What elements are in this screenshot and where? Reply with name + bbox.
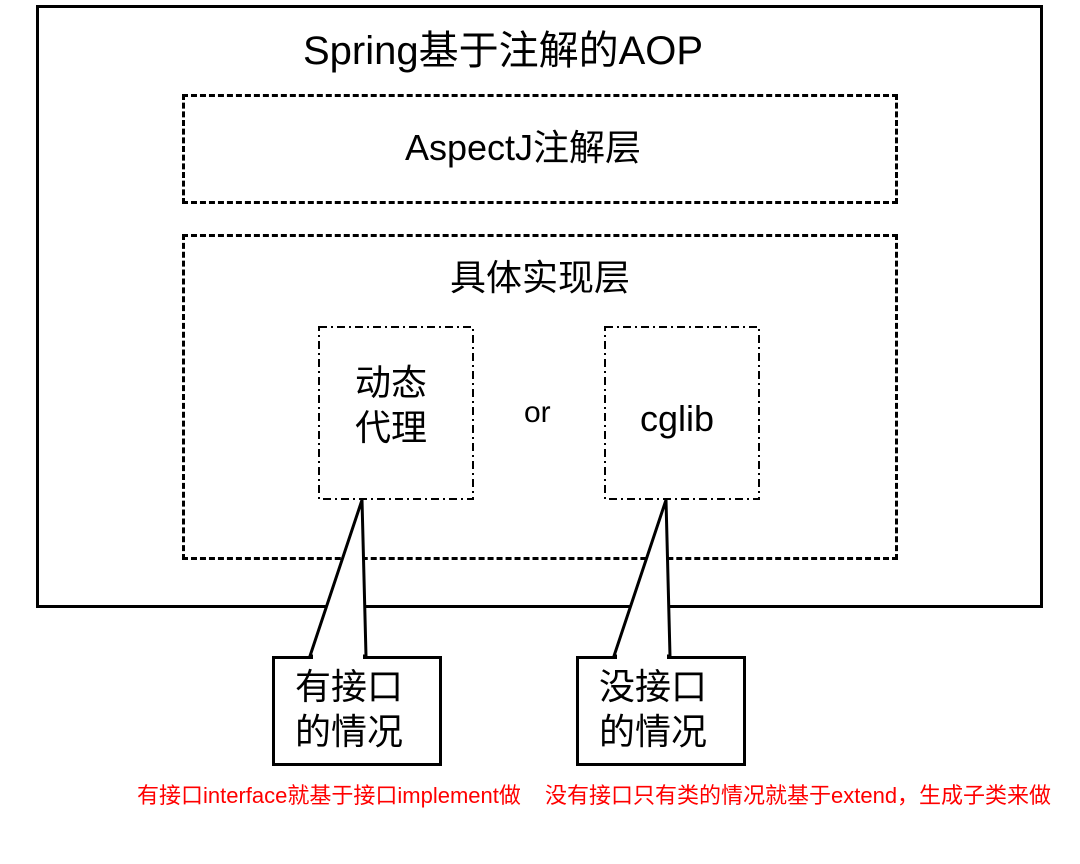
or-label: or (524, 396, 551, 430)
callout-left-label: 有接口 的情况 (295, 664, 403, 754)
cglib-label: cglib (640, 396, 714, 441)
red-note-right: 没有接口只有类的情况就基于extend，生成子类来做 (545, 778, 1051, 810)
aspectj-layer-label: AspectJ注解层 (405, 125, 641, 170)
dynamic-proxy-label: 动态 代理 (355, 360, 427, 450)
callout-left-border-mask (313, 656, 363, 659)
red-note-left: 有接口interface就基于接口implement做 (137, 778, 521, 810)
callout-right-label: 没接口 的情况 (599, 664, 707, 754)
callout-right-border-mask (617, 656, 667, 659)
diagram-title: Spring基于注解的AOP (303, 18, 703, 76)
implementation-layer-label: 具体实现层 (450, 255, 630, 300)
